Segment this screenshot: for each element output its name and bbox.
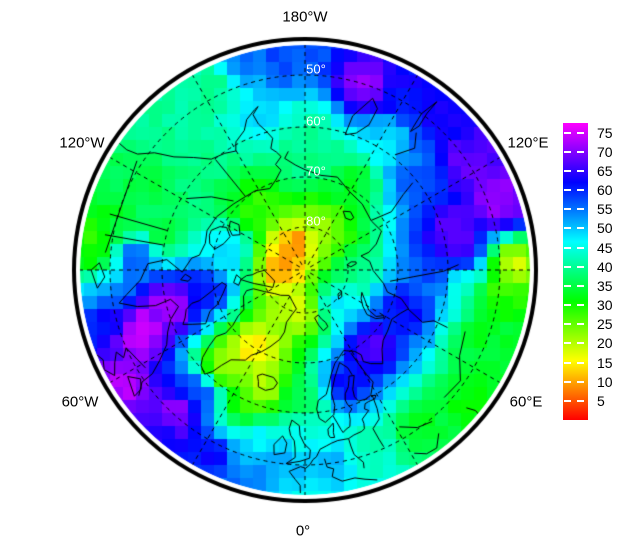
colorbar-tick	[577, 131, 584, 134]
colorbar-tick-label: 45	[597, 239, 613, 256]
colorbar-tick	[564, 150, 571, 153]
colorbar-tick	[564, 169, 571, 172]
colorbar-tick	[577, 189, 584, 192]
colorbar-tick	[577, 227, 584, 230]
colorbar-tick-label: 60	[597, 182, 613, 199]
colorbar-tick-label: 75	[597, 124, 613, 141]
colorbar-tick-label: 25	[597, 316, 613, 333]
colorbar-tick	[577, 323, 584, 326]
colorbar-gradient	[563, 123, 588, 420]
colorbar-tick	[564, 227, 571, 230]
colorbar-tick	[577, 246, 584, 249]
colorbar-tick	[577, 361, 584, 364]
colorbar-tick	[564, 131, 571, 134]
colorbar-tick-label: 50	[597, 220, 613, 237]
colorbar-tick	[564, 380, 571, 383]
colorbar-tick	[577, 380, 584, 383]
colorbar-tick	[564, 189, 571, 192]
colorbar-tick-label: 55	[597, 201, 613, 218]
colorbar-tick-label: 10	[597, 373, 613, 390]
colorbar-tick	[577, 169, 584, 172]
colorbar-tick	[564, 265, 571, 268]
colorbar-tick-label: 70	[597, 143, 613, 160]
colorbar-tick	[564, 399, 571, 402]
colorbar-tick	[564, 342, 571, 345]
colorbar-tick	[577, 399, 584, 402]
colorbar-tick	[564, 304, 571, 307]
colorbar-tick-label: 20	[597, 335, 613, 352]
colorbar-tick	[564, 246, 571, 249]
colorbar-tick	[577, 150, 584, 153]
colorbar-tick	[564, 361, 571, 364]
colorbar-tick-label: 15	[597, 354, 613, 371]
colorbar-tick-label: 40	[597, 258, 613, 275]
colorbar-tick	[577, 208, 584, 211]
colorbar-tick	[577, 284, 584, 287]
colorbar-tick	[577, 342, 584, 345]
colorbar-tick	[577, 304, 584, 307]
colorbar-tick-label: 35	[597, 277, 613, 294]
colorbar-tick-label: 30	[597, 297, 613, 314]
colorbar-tick-label: 5	[597, 392, 605, 409]
colorbar-tick	[564, 323, 571, 326]
colorbar-tick	[577, 265, 584, 268]
colorbar-tick-label: 65	[597, 162, 613, 179]
colorbar-tick	[564, 284, 571, 287]
colorbar-tick	[564, 208, 571, 211]
colorbar: 75 70 65 60 55 50 45 40 35 30 25 20 15 10 5	[563, 123, 613, 420]
